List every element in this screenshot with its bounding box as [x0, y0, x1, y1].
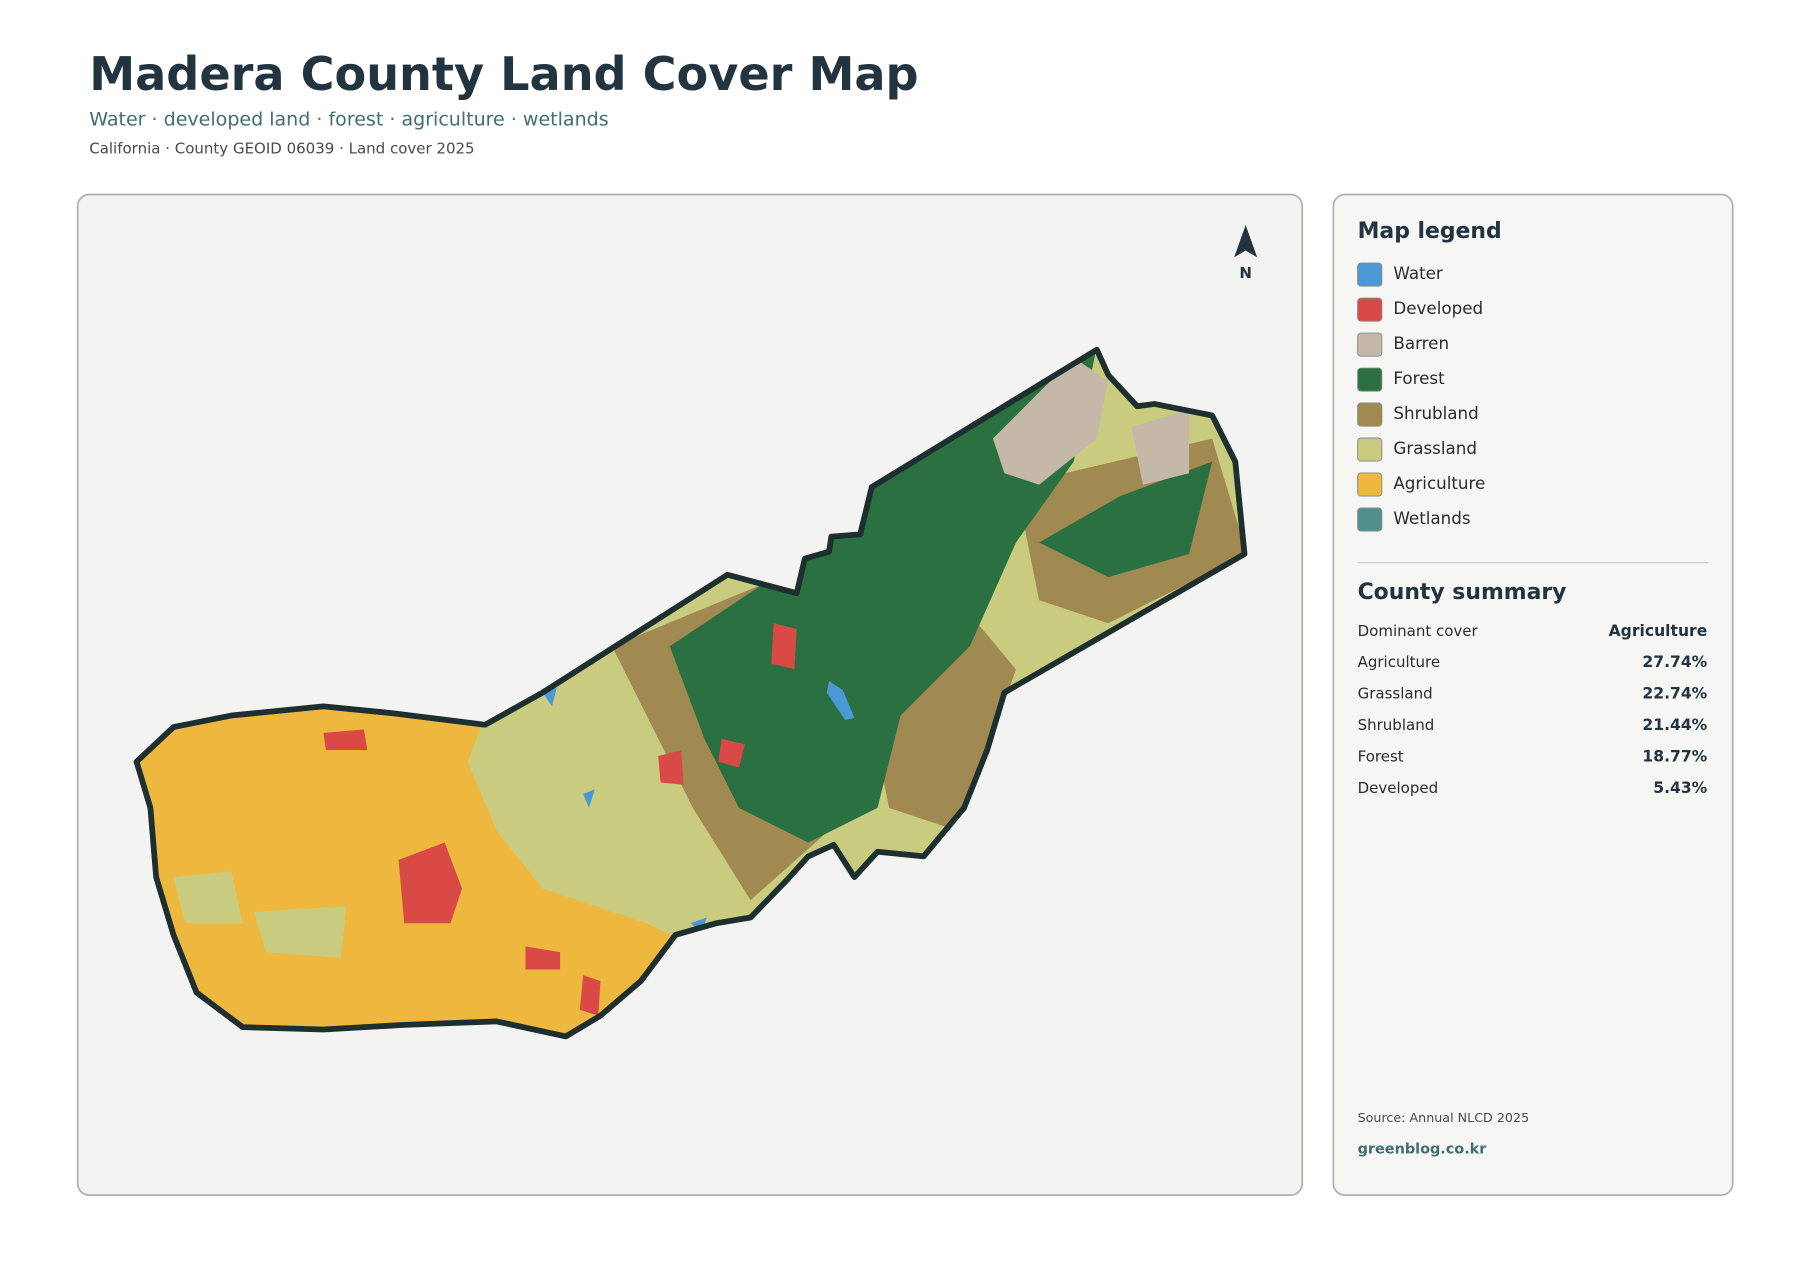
- legend-label: Agriculture: [1393, 473, 1485, 493]
- site-link[interactable]: greenblog.co.kr: [1358, 1142, 1488, 1158]
- legend-label: Forest: [1393, 368, 1445, 388]
- legend-label: Water: [1393, 263, 1443, 283]
- legend-label: Grassland: [1393, 438, 1477, 458]
- legend-swatch: [1357, 262, 1383, 287]
- barren-area: [992, 357, 1190, 485]
- legend-title: Map legend: [1358, 219, 1502, 244]
- summary-label: Shrubland: [1358, 716, 1435, 734]
- legend-panel: [1332, 193, 1734, 1196]
- source: Source: Annual NLCD 2025: [1358, 1110, 1530, 1125]
- summary-label: Forest: [1358, 747, 1404, 765]
- summary-value: 22.74%: [1642, 685, 1707, 703]
- caption: California · County GEOID 06039 · Land c…: [89, 139, 474, 157]
- legend-swatch: [1357, 507, 1383, 532]
- legend-swatch: [1357, 437, 1383, 462]
- legend-label: Shrubland: [1393, 403, 1478, 423]
- grassland-patch: [173, 871, 347, 958]
- legend-label: Wetlands: [1393, 508, 1470, 528]
- subtitle: Water · developed land · forest · agricu…: [89, 109, 608, 131]
- forest-area: [669, 349, 1213, 843]
- summary-rows: Dominant cover Agriculture Agriculture 27.7…: [1358, 622, 1708, 797]
- legend-items: Water Developed Barren Forest Shrubland Grass…: [1357, 262, 1485, 532]
- legend-swatch: [1357, 367, 1383, 392]
- summary-value: Agriculture: [1609, 622, 1708, 640]
- north-label: N: [1239, 264, 1252, 282]
- summary-value: 5.43%: [1653, 779, 1707, 797]
- summary-value: 18.77%: [1642, 747, 1707, 765]
- summary-title: County summary: [1358, 580, 1567, 605]
- legend-label: Developed: [1393, 298, 1483, 318]
- summary-label: Dominant cover: [1358, 622, 1479, 640]
- summary-label: Agriculture: [1358, 653, 1441, 671]
- legend-swatch: [1357, 332, 1383, 357]
- legend-label: Barren: [1393, 333, 1449, 353]
- title: Madera County Land Cover Map: [89, 47, 918, 101]
- legend-swatch: [1357, 297, 1383, 322]
- developed-area: [323, 623, 797, 1016]
- legend-swatch: [1357, 472, 1383, 497]
- north-arrow: [1234, 225, 1258, 258]
- summary-label: Grassland: [1358, 685, 1433, 703]
- legend-swatch: [1357, 402, 1383, 427]
- summary-value: 21.44%: [1642, 716, 1707, 734]
- summary-label: Developed: [1358, 779, 1439, 797]
- summary-value: 27.74%: [1642, 653, 1707, 671]
